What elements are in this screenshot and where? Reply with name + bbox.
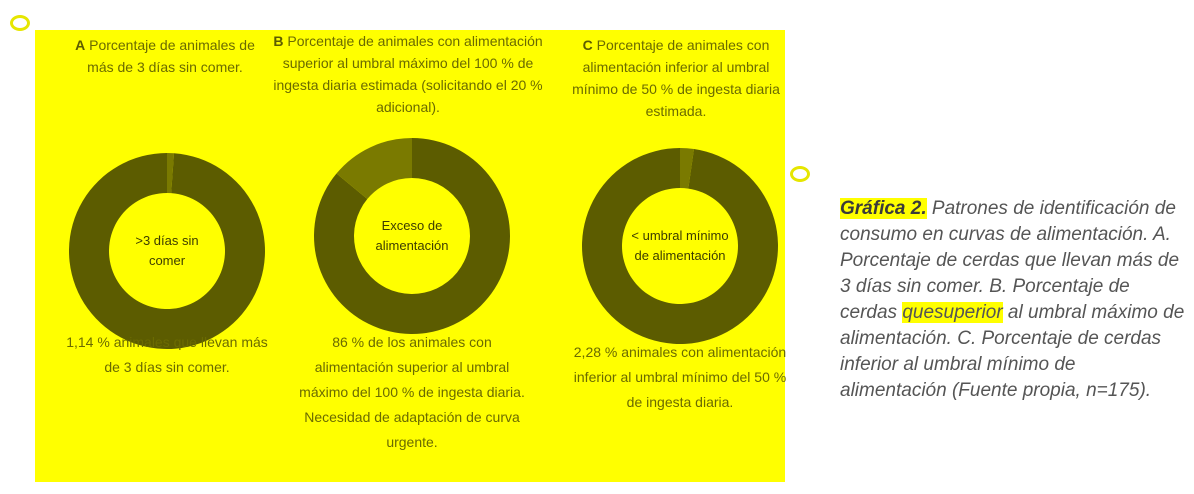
caption-highlight: quesuperior: [902, 302, 1003, 323]
panel-title-text: Porcentaje de animales con alimentación …: [572, 37, 780, 119]
figure-panel: [35, 30, 785, 482]
donut-slice: [680, 148, 694, 189]
comment-marker: [790, 166, 810, 182]
comment-marker: [10, 15, 30, 31]
panel-title: B Porcentaje de animales con alimentació…: [268, 30, 548, 118]
panel-title-text: Porcentaje de animales de más de 3 días …: [87, 37, 255, 75]
donut-center-label: >3 días sin comer: [135, 233, 199, 268]
panel-title: C Porcentaje de animales con alimentació…: [560, 34, 792, 122]
annotation: 2,28 % animales con alimentación inferio…: [573, 344, 787, 410]
donut-slice: [167, 153, 175, 194]
donut-slice: [68, 153, 265, 349]
annotation: 1,14 % animales que llevan más de 3 días…: [66, 334, 268, 375]
donut-slice: [581, 148, 778, 344]
panel-letter: B: [273, 33, 284, 49]
caption-text: al umbral máximo de alimentación. C. Por…: [840, 302, 1185, 401]
caption-text: Patrones de identificación de consumo en…: [840, 198, 1180, 323]
panel-title: A Porcentaje de animales de más de 3 día…: [70, 34, 260, 78]
donut-slice: [314, 138, 511, 335]
panel-letter: C: [582, 37, 593, 53]
caption: Gráfica 2. Patrones de identificación de…: [840, 196, 1185, 404]
panel-letter: A: [75, 37, 86, 53]
annotation: 86 % de los animales con alimentación su…: [299, 334, 525, 450]
donut-slice: [336, 138, 412, 200]
caption-label: Gráfica 2.: [840, 198, 927, 219]
donut-center-label: Exceso de alimentación: [375, 218, 449, 253]
donut-center-label: < umbral mínimo de alimentación: [631, 228, 729, 263]
panel-title-text: Porcentaje de animales con alimentación …: [273, 33, 543, 115]
